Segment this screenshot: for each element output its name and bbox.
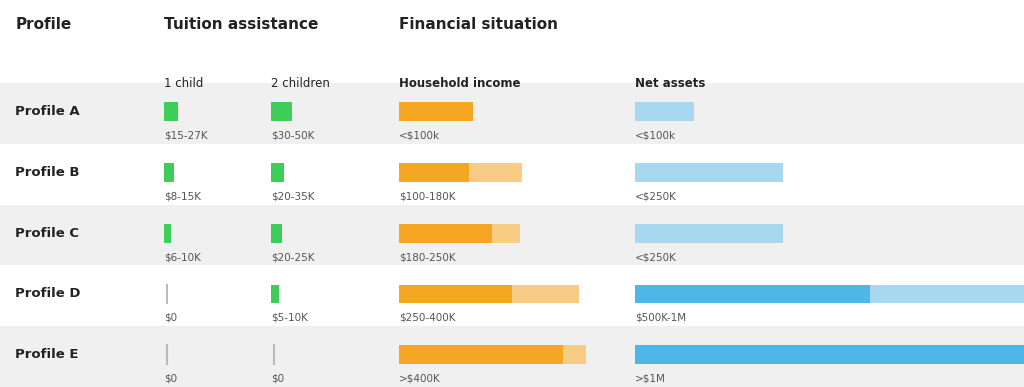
Bar [563, 346, 586, 364]
Text: <$250K: <$250K [635, 192, 677, 202]
Text: <$250K: <$250K [635, 252, 677, 262]
Text: >$1M: >$1M [635, 374, 666, 384]
Bar [271, 285, 279, 303]
Bar [635, 346, 1024, 364]
Bar [635, 163, 783, 182]
Text: $20-25K: $20-25K [271, 252, 314, 262]
Text: <$100k: <$100k [635, 131, 676, 141]
Bar [399, 224, 492, 243]
Text: Net assets: Net assets [635, 77, 706, 91]
Bar [0, 326, 1024, 387]
Text: 1 child: 1 child [164, 77, 203, 91]
Bar [0, 83, 1024, 144]
Text: >$400K: >$400K [399, 374, 441, 384]
Text: $15-27K: $15-27K [164, 131, 208, 141]
Text: Financial situation: Financial situation [399, 17, 558, 33]
Bar [0, 265, 1024, 326]
Text: 2 children: 2 children [271, 77, 330, 91]
Bar [164, 163, 174, 182]
Bar [164, 103, 178, 121]
Text: $180-250K: $180-250K [399, 252, 456, 262]
Text: <$100k: <$100k [399, 131, 440, 141]
Text: $0: $0 [164, 313, 177, 323]
Text: Profile: Profile [15, 17, 72, 33]
Text: Tuition assistance: Tuition assistance [164, 17, 318, 33]
Text: Profile D: Profile D [15, 288, 81, 300]
Text: $30-50K: $30-50K [271, 131, 314, 141]
Bar [0, 144, 1024, 205]
Bar [469, 163, 522, 182]
Text: Profile A: Profile A [15, 105, 80, 118]
Bar [635, 103, 694, 121]
Bar [399, 346, 563, 364]
Text: $0: $0 [271, 374, 285, 384]
Text: Profile E: Profile E [15, 348, 79, 361]
Text: $5-10K: $5-10K [271, 313, 308, 323]
Bar [271, 163, 284, 182]
Text: Profile C: Profile C [15, 227, 80, 240]
Text: $0: $0 [164, 374, 177, 384]
Bar [870, 285, 1024, 303]
Bar [399, 285, 512, 303]
Bar [271, 224, 282, 243]
Bar [512, 285, 579, 303]
Text: $20-35K: $20-35K [271, 192, 314, 202]
Bar [0, 205, 1024, 265]
Text: $6-10K: $6-10K [164, 252, 201, 262]
Bar [399, 163, 469, 182]
Text: $8-15K: $8-15K [164, 192, 201, 202]
Text: $100-180K: $100-180K [399, 192, 456, 202]
Text: Profile B: Profile B [15, 166, 80, 179]
Bar [399, 103, 473, 121]
Text: Household income: Household income [399, 77, 521, 91]
Bar [271, 103, 292, 121]
Bar [492, 224, 520, 243]
Bar [635, 224, 783, 243]
Text: $250-400K: $250-400K [399, 313, 456, 323]
Bar [164, 224, 171, 243]
Text: $500K-1M: $500K-1M [635, 313, 686, 323]
Bar [635, 285, 870, 303]
